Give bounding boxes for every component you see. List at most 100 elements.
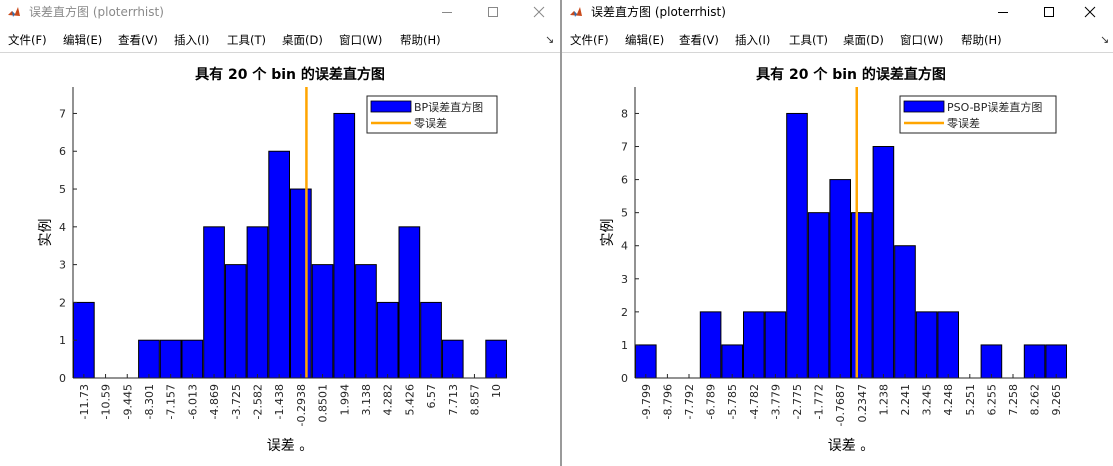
close-icon (533, 6, 545, 18)
menu-desktop[interactable]: 桌面(D) (843, 33, 884, 47)
histogram-bar (246, 226, 269, 379)
x-tick-label: 10 (490, 384, 503, 398)
matlab-icon (8, 7, 20, 17)
figure-window-right: 误差直方图 (ploterrhist) 文件(F) 编辑(E) 查看(V) 插入… (562, 0, 1113, 466)
x-tick-label: 7.713 (447, 384, 460, 416)
x-tick-label: -5.785 (726, 384, 739, 419)
x-tick-label: -8.301 (143, 384, 156, 419)
histogram-bar (1045, 344, 1067, 379)
histogram-bar (786, 112, 808, 379)
menu-tools[interactable]: 工具(T) (227, 33, 266, 47)
minimize-button[interactable] (424, 0, 470, 24)
x-tick-label: 1.994 (338, 384, 351, 416)
menu-file[interactable]: 文件(F) (8, 33, 47, 47)
close-button[interactable] (1067, 0, 1113, 24)
y-tick-label: 3 (59, 259, 66, 272)
chart-title: 具有 20 个 bin 的误差直方图 (755, 66, 946, 83)
y-tick-label: 4 (621, 240, 628, 253)
menu-edit[interactable]: 编辑(E) (625, 33, 665, 47)
x-tick-label: -9.799 (640, 384, 653, 419)
menu-window[interactable]: 窗口(W) (900, 33, 944, 47)
x-tick-label: -9.445 (121, 384, 134, 419)
x-tick-label: -1.438 (273, 384, 286, 419)
matlab-icon (570, 7, 582, 17)
histogram-bar (333, 112, 356, 379)
y-tick-label: 8 (621, 107, 628, 120)
menu-bar: 文件(F) 编辑(E) 查看(V) 插入(I) 工具(T) 桌面(D) 窗口(W… (0, 28, 560, 53)
menu-help[interactable]: 帮助(H) (961, 33, 1002, 47)
x-tick-label: 2.241 (899, 384, 912, 416)
x-tick-label: 5.426 (403, 384, 416, 416)
histogram-bar (441, 339, 464, 379)
x-axis-label: 误差 。 (267, 438, 313, 454)
x-tick-label: -2.775 (791, 384, 804, 419)
minimize-button[interactable] (980, 0, 1026, 24)
menu-tools[interactable]: 工具(T) (789, 33, 828, 47)
minimize-icon (998, 12, 1008, 13)
histogram-bar (635, 344, 657, 379)
y-tick-label: 4 (59, 221, 66, 234)
x-tick-label: -3.725 (230, 384, 243, 419)
menu-insert[interactable]: 插入(I) (735, 33, 771, 47)
y-tick-label: 5 (621, 207, 628, 220)
x-tick-label: 7.258 (1007, 384, 1020, 416)
menu-desktop[interactable]: 桌面(D) (282, 33, 323, 47)
x-tick-label: -3.779 (769, 384, 782, 419)
y-tick-label: 2 (59, 296, 66, 309)
menu-bar: 文件(F) 编辑(E) 查看(V) 插入(I) 工具(T) 桌面(D) 窗口(W… (562, 28, 1113, 53)
legend-label-zero-error: 零误差 (947, 116, 980, 130)
x-tick-label: -0.7687 (834, 384, 847, 426)
histogram-bar (937, 311, 959, 379)
x-tick-label: -7.157 (165, 384, 178, 419)
histogram-bar (420, 301, 442, 379)
x-tick-label: 4.282 (382, 384, 395, 416)
y-tick-label: 0 (621, 372, 628, 385)
histogram-bar (311, 264, 334, 379)
y-axis-label: 实例 (38, 219, 54, 247)
menu-view[interactable]: 查看(V) (679, 33, 719, 47)
menu-insert[interactable]: 插入(I) (174, 33, 210, 47)
x-tick-label: 6.57 (425, 384, 438, 409)
close-button[interactable] (516, 0, 560, 24)
y-axis-label: 实例 (600, 219, 616, 247)
dock-arrow-icon[interactable]: ↘ (1100, 33, 1110, 46)
maximize-button[interactable] (1026, 0, 1072, 24)
menu-window[interactable]: 窗口(W) (339, 33, 383, 47)
x-tick-label: 1.238 (877, 384, 890, 416)
figure-window-left: 误差直方图 (ploterrhist) 文件(F) 编辑(E) 查看(V) 插入… (0, 0, 560, 454)
legend-label-series: BP误差直方图 (414, 100, 483, 114)
maximize-icon (488, 7, 498, 17)
dock-arrow-icon[interactable]: ↘ (545, 33, 555, 46)
histogram-bar (181, 339, 204, 379)
y-tick-label: 7 (621, 141, 628, 154)
y-tick-label: 5 (59, 183, 66, 196)
legend-label-zero-error: 零误差 (414, 116, 447, 130)
menu-edit[interactable]: 编辑(E) (63, 33, 103, 47)
x-tick-label: -4.782 (748, 384, 761, 419)
histogram-bar (894, 245, 916, 379)
title-bar[interactable]: 误差直方图 (ploterrhist) (562, 0, 1113, 24)
maximize-button[interactable] (470, 0, 516, 24)
menu-help[interactable]: 帮助(H) (400, 33, 441, 47)
y-tick-label: 0 (59, 372, 66, 385)
menu-file[interactable]: 文件(F) (570, 33, 609, 47)
maximize-icon (1044, 7, 1054, 17)
histogram-bar (159, 339, 182, 379)
histogram-bar (699, 311, 722, 379)
histogram-bar (807, 212, 830, 379)
x-tick-label: 8.262 (1029, 384, 1042, 416)
x-tick-label: 0.8501 (317, 384, 330, 423)
title-bar[interactable]: 误差直方图 (ploterrhist) (0, 0, 560, 24)
x-tick-label: -8.796 (661, 384, 674, 419)
x-tick-label: 6.255 (985, 384, 998, 416)
x-tick-label: 9.265 (1050, 384, 1063, 416)
legend-swatch-bar (370, 100, 412, 113)
x-tick-label: -2.582 (251, 384, 264, 419)
histogram-bar (743, 311, 765, 379)
histogram-bar (980, 344, 1003, 379)
x-tick-label: 5.251 (964, 384, 977, 416)
menu-view[interactable]: 查看(V) (118, 33, 158, 47)
minimize-icon (442, 12, 452, 13)
